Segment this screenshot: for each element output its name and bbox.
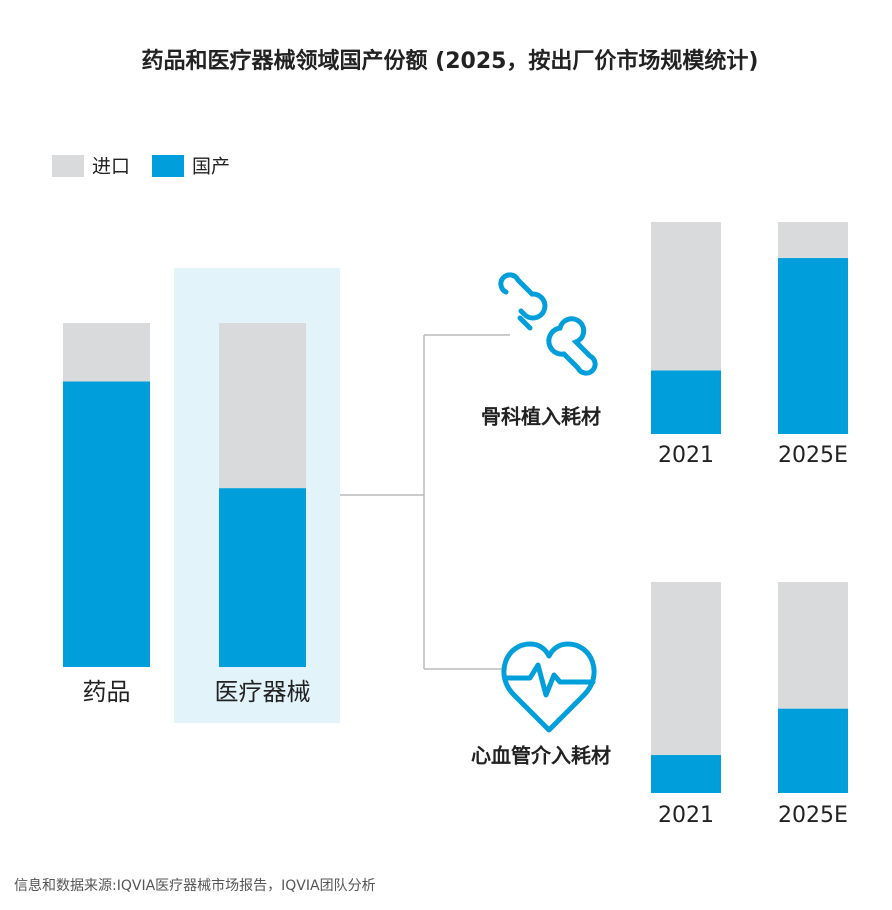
bone-icon: [498, 272, 598, 376]
bar-segment: [778, 258, 848, 434]
x-tick-label: 药品: [83, 678, 131, 706]
bar-segment: [63, 381, 150, 667]
x-tick-label: 2021: [658, 803, 714, 828]
bar-segment: [778, 708, 848, 793]
legend-label: 国产: [192, 156, 230, 178]
bar-segment: [651, 222, 721, 371]
chart-title: 药品和医疗器械领域国产份额 (2025，按出厂价市场规模统计): [141, 48, 758, 74]
bar-segment: [651, 755, 721, 793]
subchart-title: 心血管介入耗材: [471, 744, 611, 768]
legend-label: 进口: [92, 156, 130, 178]
x-tick-label: 2021: [658, 443, 714, 468]
bar-segment: [778, 222, 848, 259]
heart-icon: [501, 641, 597, 733]
bar-segment: [219, 323, 306, 489]
legend-swatch: [152, 155, 184, 177]
legend-swatch: [52, 155, 84, 177]
source-note: 信息和数据来源:IQVIA医疗器械市场报告，IQVIA团队分析: [14, 877, 376, 894]
bar-segment: [651, 370, 721, 434]
bar-segment: [778, 582, 848, 709]
bar-segment: [219, 488, 306, 667]
bar-segment: [63, 323, 150, 382]
x-tick-label: 2025E: [778, 443, 848, 468]
subchart-title: 骨科植入耗材: [481, 405, 601, 429]
x-tick-label: 2025E: [778, 803, 848, 828]
bar-segment: [651, 582, 721, 756]
x-tick-label: 医疗器械: [215, 678, 311, 706]
connector: [340, 334, 510, 670]
